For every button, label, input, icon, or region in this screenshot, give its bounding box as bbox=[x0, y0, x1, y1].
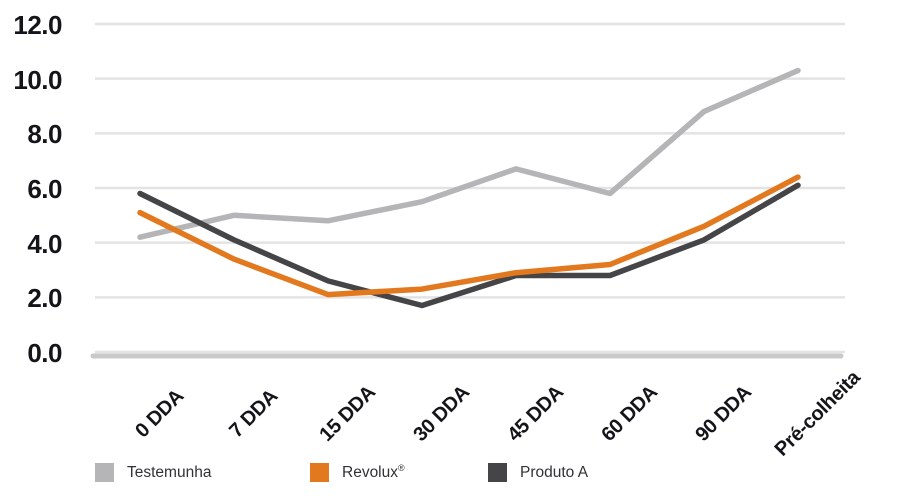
series-line-revolux bbox=[137, 174, 801, 298]
y-axis-label: 2.0 bbox=[27, 283, 62, 314]
series-line-testemunha bbox=[137, 67, 801, 240]
y-axis-label: 0.0 bbox=[27, 338, 62, 368]
y-axis-label: 4.0 bbox=[27, 228, 62, 259]
y-axis-label: 12.0 bbox=[13, 10, 62, 40]
y-axis-label: 10.0 bbox=[13, 64, 62, 95]
y-axis-label: 6.0 bbox=[27, 174, 62, 204]
y-axis-label: 8.0 bbox=[27, 119, 62, 150]
series-line-produto-a bbox=[137, 182, 801, 309]
